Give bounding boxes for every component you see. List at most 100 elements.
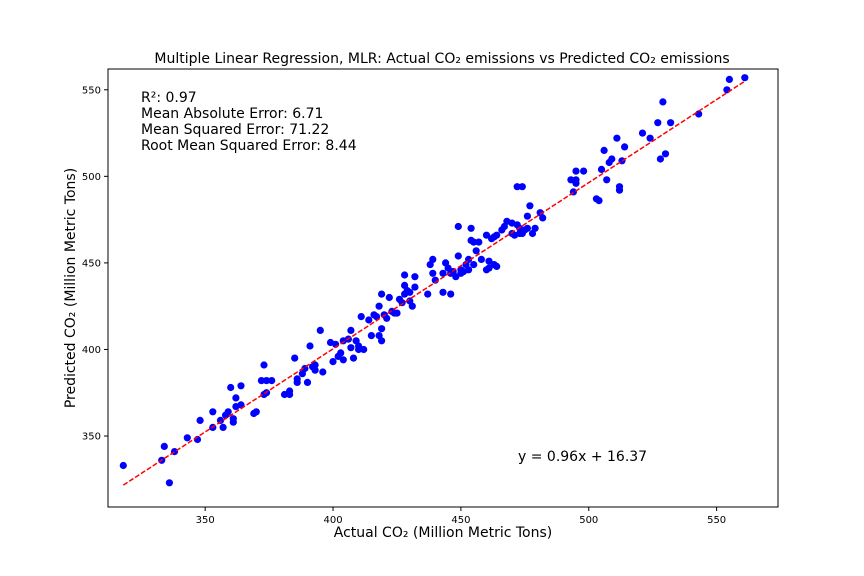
data-point [667, 119, 675, 127]
data-point [375, 302, 383, 310]
data-point [372, 313, 381, 321]
data-point [303, 378, 312, 386]
data-point [160, 442, 168, 450]
data-point [485, 257, 493, 265]
data-point [523, 212, 532, 220]
data-point [329, 358, 337, 366]
data-point [475, 238, 483, 246]
data-point [237, 382, 245, 390]
stat-line: Mean Absolute Error: 6.71 [141, 106, 323, 122]
x-axis-label: Actual CO₂ (Million Metric Tons) [334, 525, 553, 541]
y-tick-label: 450 [82, 258, 101, 269]
data-point [454, 252, 462, 260]
x-tick-label: 500 [579, 515, 598, 526]
data-point [219, 423, 227, 431]
data-point [661, 150, 670, 158]
data-point [572, 176, 580, 184]
y-axis-ticks: 350 400 450 500 550 [82, 85, 108, 443]
stat-line: Root Mean Squared Error: 8.44 [141, 138, 357, 154]
data-point [439, 288, 447, 296]
data-point [465, 266, 473, 274]
data-point [227, 383, 235, 392]
data-point [485, 264, 493, 272]
data-point [741, 74, 749, 82]
data-point [406, 288, 414, 296]
data-point [378, 325, 386, 333]
data-point [567, 176, 575, 184]
data-point [378, 337, 386, 345]
data-point [654, 119, 662, 127]
data-point [357, 313, 365, 321]
data-point [257, 377, 265, 385]
y-tick-label: 550 [82, 85, 101, 96]
data-point [311, 366, 319, 374]
data-point [280, 390, 289, 399]
data-point [355, 342, 363, 350]
data-point [286, 387, 294, 395]
data-point [429, 255, 437, 263]
data-point [291, 354, 299, 362]
data-point [695, 110, 703, 118]
data-point [383, 314, 391, 322]
data-point [613, 134, 621, 142]
data-point [319, 368, 327, 376]
data-point [365, 316, 373, 324]
data-point [477, 255, 485, 263]
data-point [232, 394, 240, 402]
data-point [411, 283, 419, 291]
data-point [119, 461, 127, 470]
data-point [452, 273, 460, 281]
data-point [229, 415, 237, 423]
data-point [339, 356, 347, 364]
data-point [447, 290, 455, 298]
stat-line: R²: 0.97 [141, 90, 197, 106]
data-point [659, 98, 667, 106]
data-point [196, 416, 204, 424]
data-point [311, 361, 319, 369]
data-point [523, 224, 532, 232]
x-axis-ticks: 350 400 450 500 550 [196, 507, 726, 526]
data-point [252, 408, 260, 416]
data-point [183, 434, 191, 442]
data-point [638, 129, 647, 137]
regression-equation: y = 0.96x + 16.37 [518, 449, 647, 465]
data-point [597, 165, 606, 173]
data-point [439, 269, 447, 277]
data-point [378, 290, 386, 298]
fit-line-layer [122, 80, 746, 486]
data-point [224, 408, 232, 416]
data-point [725, 75, 734, 83]
y-axis-label: Predicted CO₂ (Million Metric Tons) [63, 168, 79, 408]
data-point [580, 167, 588, 175]
data-point [615, 186, 624, 194]
data-point [621, 143, 629, 151]
data-point [262, 377, 271, 385]
data-point [518, 183, 526, 191]
data-point [470, 261, 478, 269]
x-tick-label: 550 [707, 515, 726, 526]
data-point [209, 408, 217, 416]
x-tick-label: 350 [196, 515, 215, 526]
data-point [539, 214, 547, 222]
data-point [349, 354, 358, 362]
data-point [393, 309, 401, 317]
chart-title: Multiple Linear Regression, MLR: Actual … [154, 51, 729, 67]
data-point [526, 202, 534, 210]
data-point [493, 231, 501, 239]
x-tick-label: 450 [451, 515, 470, 526]
data-point [482, 231, 491, 239]
data-point [723, 86, 731, 94]
data-point [316, 326, 324, 334]
data-point [306, 342, 314, 350]
data-point [646, 134, 654, 142]
y-tick-label: 350 [82, 432, 101, 443]
data-point [595, 197, 603, 205]
data-point [268, 377, 276, 385]
data-point [531, 224, 539, 232]
data-point [572, 167, 580, 175]
data-point [603, 176, 611, 184]
data-point [216, 416, 225, 424]
data-point [454, 222, 462, 231]
